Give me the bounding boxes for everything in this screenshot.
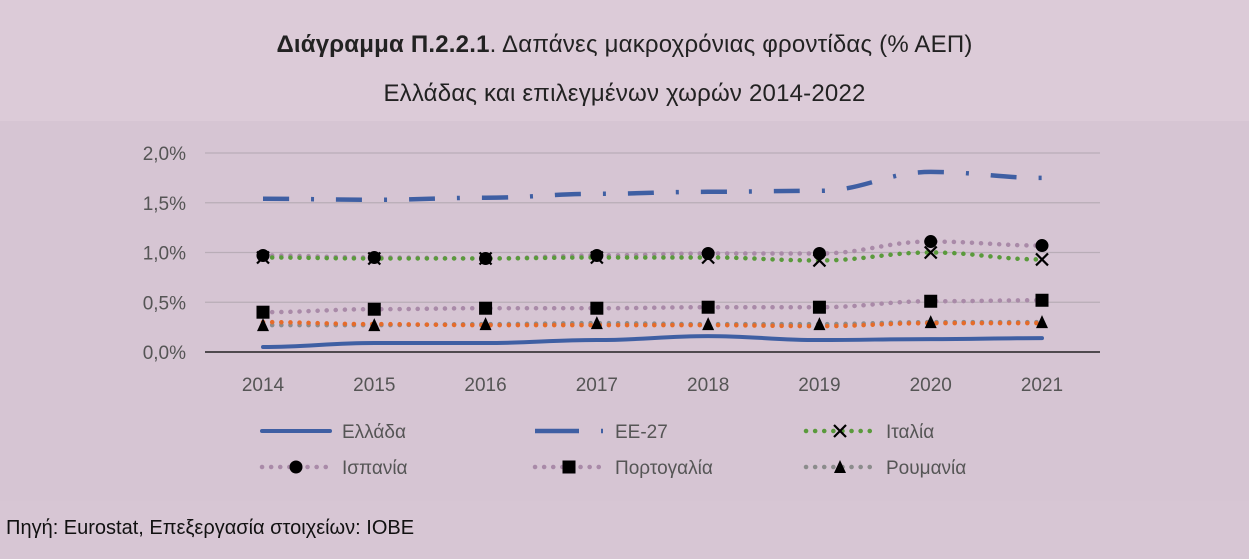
x-tick-label: 2015: [353, 375, 395, 396]
series-lines: [260, 169, 1045, 350]
grid-lines: [205, 152, 1100, 353]
line-chart: 0,0%0,5%1,0%1,5%2,0% 2014 2015 2016 2017 201…: [143, 144, 1100, 479]
point-marker: [813, 317, 826, 331]
series-line-3: [260, 250, 1045, 263]
y-tick-label: 1,5%: [143, 194, 186, 215]
legend-label: Ιταλία: [886, 422, 934, 443]
legend-item: ΕΕ-27: [535, 422, 668, 443]
point-marker: [256, 250, 270, 265]
point-marker: [834, 460, 846, 473]
x-tick-label: 2021: [1021, 375, 1063, 396]
x-tick-label: 2019: [798, 375, 840, 396]
point-marker: [923, 245, 938, 260]
point-marker: [478, 251, 493, 266]
point-marker: [1035, 293, 1049, 307]
chart-title-line-1: Διάγραμμα Π.2.2.1. Δαπάνες μακροχρόνιας …: [0, 31, 1249, 59]
point-marker: [590, 250, 604, 265]
point-marker: [812, 246, 826, 260]
point-marker: [368, 318, 381, 332]
x-axis-ticks: 2014 2015 2016 2017 2018 2019 2020 2021: [242, 375, 1063, 396]
point-marker: [479, 317, 492, 331]
legend-item: Ισπανία: [259, 458, 408, 479]
point-marker: [1036, 315, 1048, 329]
point-marker: [1035, 252, 1049, 267]
point-marker: [924, 315, 937, 329]
legend-label: Ρουμανία: [886, 458, 966, 479]
legend-label: ΕΕ-27: [615, 422, 668, 443]
point-marker: [701, 300, 715, 314]
series-line-2: [262, 169, 1043, 203]
y-tick-label: 1,0%: [143, 244, 186, 265]
point-marker: [924, 235, 938, 249]
point-marker: [256, 248, 270, 262]
point-marker: [367, 302, 381, 316]
point-marker: [256, 305, 270, 319]
y-tick-label: 2,0%: [143, 144, 186, 165]
legend-item: Ρουμανία: [803, 458, 966, 479]
chart-title-text: . Δαπάνες μακροχρόνιας φροντίδας (% ΑΕΠ): [489, 31, 973, 58]
legend-label: Ισπανία: [342, 458, 408, 479]
point-marker: [1035, 239, 1049, 253]
legend-label: Πορτογαλία: [615, 458, 713, 479]
point-marker: [590, 248, 604, 262]
x-tick-label: 2017: [576, 375, 618, 396]
y-axis-ticks: 0,0% 0,5% 1,0% 1,5% 2,0%: [143, 144, 186, 364]
point-marker: [812, 253, 827, 268]
y-tick-label: 0,0%: [143, 343, 186, 364]
x-tick-label: 2018: [687, 375, 729, 396]
point-marker: [702, 317, 715, 331]
point-marker: [479, 301, 493, 315]
point-marker: [289, 460, 303, 474]
series-line-7: [260, 319, 1045, 329]
x-tick-label: 2016: [464, 375, 506, 396]
legend-item: Ελλάδα: [260, 422, 406, 443]
legend: Ελλάδα ΕΕ-27 Ιταλία Ισπανία Πορτογαλία Ρουμαν…: [259, 422, 966, 479]
point-marker: [562, 460, 576, 474]
series-line-4: [260, 239, 1045, 261]
chart-title-line-2: Ελλάδας και επιλεγμένων χωρών 2014-2022: [383, 80, 866, 107]
point-marker: [701, 250, 715, 265]
legend-item: Πορτογαλία: [532, 458, 713, 479]
chart-area: 0,0% 0,5% 1,0% 1,5% 2,0% 2014 2015 2016 2017 201…: [0, 121, 1249, 501]
series-line-5: [260, 298, 1045, 315]
point-marker: [833, 424, 847, 438]
point-marker: [590, 301, 604, 315]
legend-label: Ελλάδα: [342, 422, 406, 443]
chart-title-block: Διάγραμμα Π.2.2.1. Δαπάνες μακροχρόνιας …: [0, 0, 1249, 121]
legend-item: Ιταλία: [803, 422, 934, 443]
x-tick-label: 2014: [242, 375, 285, 396]
chart-title-number: Διάγραμμα Π.2.2.1: [276, 31, 490, 58]
point-marker: [812, 300, 826, 314]
point-marker: [701, 246, 715, 260]
series-markers: [256, 235, 1049, 332]
x-tick-label: 2020: [910, 375, 952, 396]
point-marker: [367, 251, 382, 266]
source-note: Πηγή: Eurostat, Επεξεργασία στοιχείων: Ι…: [6, 517, 415, 539]
series-line-1: [261, 334, 1044, 350]
point-marker: [257, 318, 269, 332]
y-tick-label: 0,5%: [143, 293, 186, 314]
point-marker: [590, 316, 603, 330]
point-marker: [924, 294, 938, 308]
